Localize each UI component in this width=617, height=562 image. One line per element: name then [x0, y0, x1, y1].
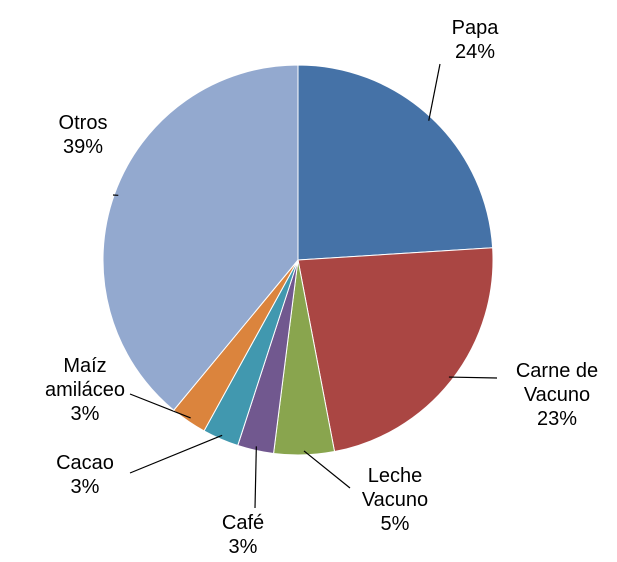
category-name: Maíz amiláceo — [44, 355, 126, 401]
slice-label: Leche Vacuno 5% — [335, 464, 455, 536]
leader-line — [129, 434, 223, 474]
slice-label: Cacao 3% — [40, 451, 130, 499]
category-name: Papa — [451, 17, 499, 39]
slice-label: Carne de Vacuno 23% — [492, 359, 617, 431]
category-name: Carne de Vacuno — [515, 360, 599, 406]
value-label: 3% — [228, 536, 258, 558]
leader-line — [254, 446, 257, 509]
category-name: Cacao — [56, 452, 114, 474]
value-label: 3% — [70, 476, 100, 498]
slice-label: Papa 24% — [430, 16, 520, 64]
pie-slice — [297, 247, 494, 453]
slice-label: Café 3% — [213, 511, 273, 559]
leader-line — [448, 376, 498, 379]
leader-line — [428, 63, 441, 121]
value-label: 24% — [454, 41, 496, 63]
pie-slice — [297, 64, 494, 261]
value-label: 23% — [536, 408, 578, 430]
value-label: 3% — [70, 403, 100, 425]
category-name: Otros — [58, 112, 108, 134]
category-name: Leche Vacuno — [361, 465, 429, 511]
slice-label: Otros 39% — [38, 111, 128, 159]
leader-line — [129, 393, 191, 419]
category-name: Café — [221, 512, 265, 534]
value-label: 39% — [62, 136, 104, 158]
leader-line — [303, 450, 351, 489]
pie-slice — [102, 64, 299, 411]
value-label: 5% — [380, 513, 410, 535]
slice-label: Maíz amiláceo 3% — [25, 354, 145, 426]
